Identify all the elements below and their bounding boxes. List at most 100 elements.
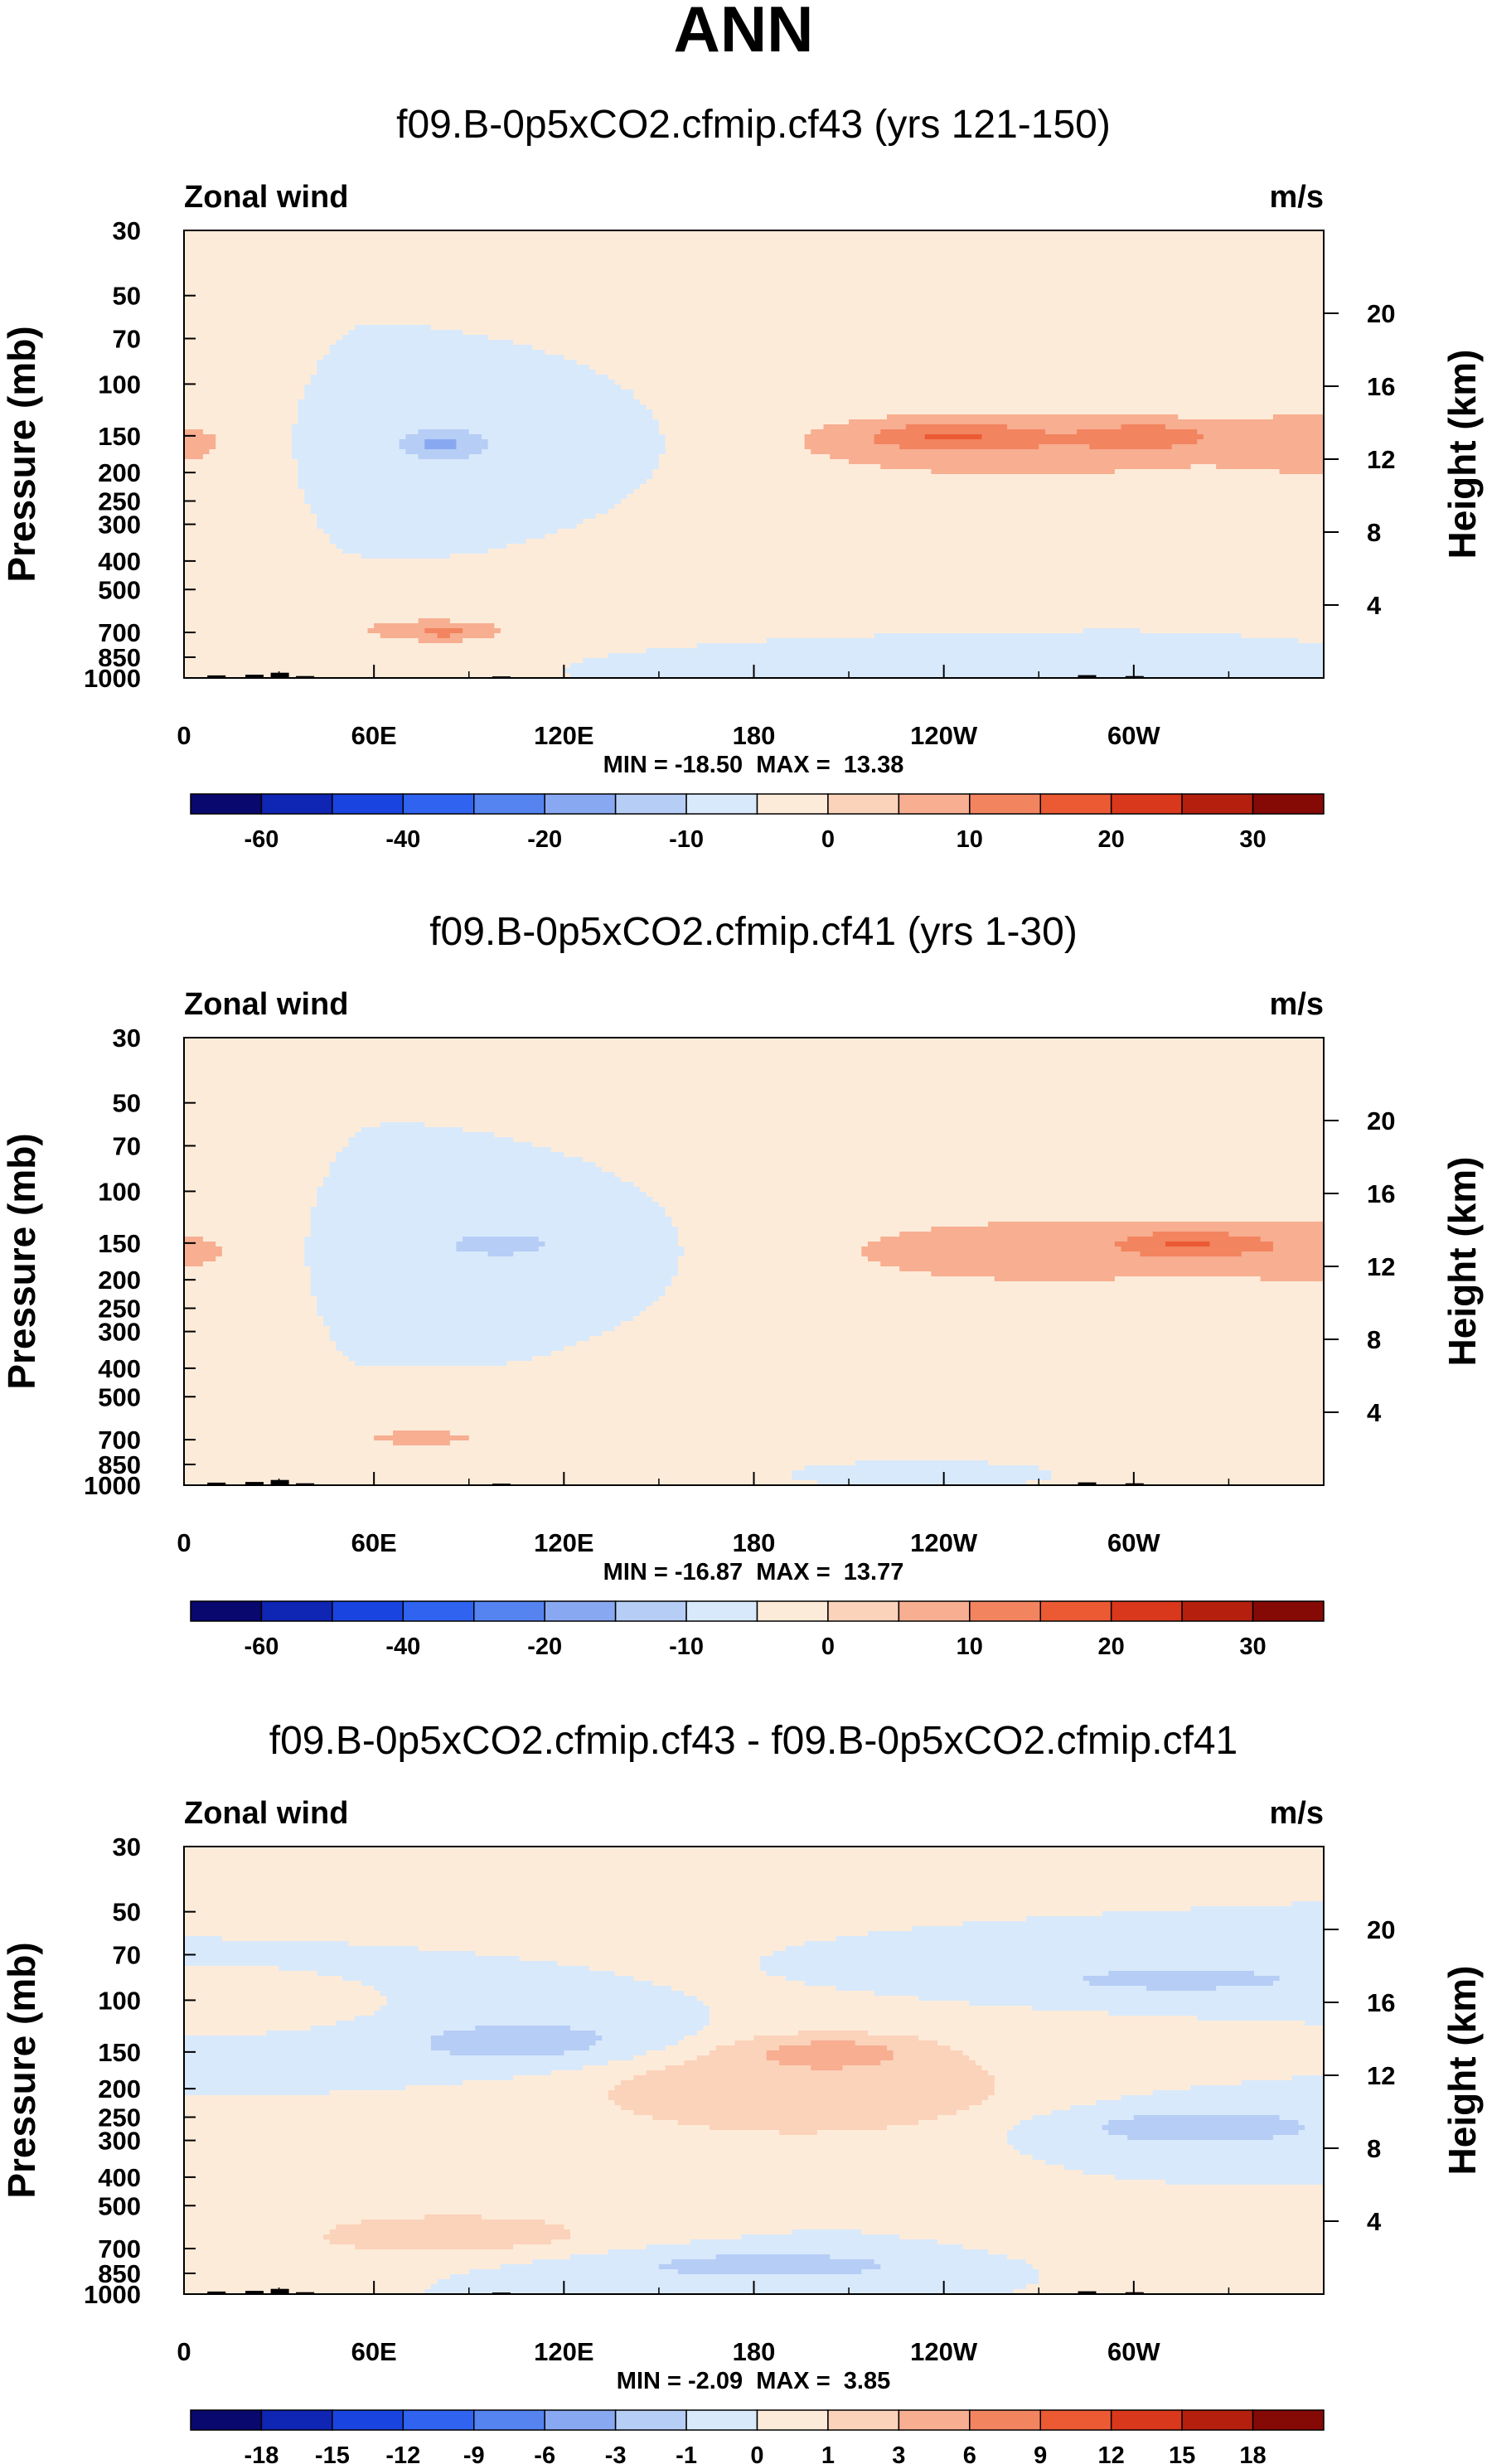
terrain-block — [270, 672, 289, 678]
contour-cell — [184, 1386, 1325, 1392]
contour-field — [184, 1847, 1325, 2295]
contour-cell — [184, 365, 318, 370]
contour-cell — [665, 1207, 1325, 1213]
contour-cell — [487, 1251, 514, 1257]
contour-cell — [696, 2055, 768, 2061]
contour-cell — [184, 1082, 1325, 1088]
contour-cell — [855, 2040, 938, 2046]
contour-cell — [804, 1981, 1090, 1987]
contour-cell — [184, 2234, 324, 2240]
contour-cell — [184, 1886, 1325, 1892]
stats-text: MIN = -18.50 MAX = 13.38 — [603, 752, 904, 778]
contour-cell — [918, 2036, 1325, 2041]
contour-cell — [386, 1996, 698, 2002]
contour-cell — [184, 539, 331, 545]
contour-cell — [184, 2229, 331, 2235]
contour-field — [184, 1038, 1325, 1486]
contour-cell — [184, 484, 299, 490]
contour-cell — [589, 2045, 666, 2051]
contour-cell — [1007, 2254, 1325, 2260]
contour-cell — [317, 370, 597, 375]
contour-cell — [304, 395, 634, 400]
y-tick-label: 700 — [98, 618, 141, 647]
contour-cell — [1197, 2016, 1325, 2021]
contour-cell — [184, 1102, 1325, 1108]
contour-cell — [830, 454, 1325, 460]
contour-cell — [298, 409, 653, 415]
contour-cell — [1127, 2135, 1274, 2141]
contour-cell — [487, 335, 1325, 341]
contour-cell — [513, 1137, 1325, 1143]
contour-cell — [545, 350, 1325, 356]
contour-cell — [329, 1336, 590, 1342]
contour-cell — [975, 2060, 1325, 2066]
contour-cell — [184, 2040, 432, 2046]
contour-cell — [1044, 429, 1078, 435]
contour-cell — [323, 2234, 571, 2240]
contour-cell — [374, 2011, 710, 2016]
contour-cell — [184, 295, 1325, 301]
contour-cell — [184, 603, 1325, 609]
contour-cell — [665, 449, 811, 455]
contour-cell — [329, 1331, 603, 1337]
contour-cell — [317, 360, 578, 365]
panel-title: f09.B-0p5xCO2.cfmip.cf43 - f09.B-0p5xCO2… — [269, 1719, 1238, 1763]
contour-cell — [184, 2254, 571, 2260]
contour-cell — [298, 419, 660, 425]
contour-cell — [184, 2210, 1325, 2215]
y-tick-label: 200 — [98, 1266, 141, 1295]
colorbar-label: 12 — [1098, 2442, 1125, 2464]
contour-cell — [184, 380, 312, 385]
contour-cell — [602, 1167, 1325, 1173]
terrain-block — [207, 1482, 226, 1485]
contour-cell — [538, 1247, 685, 1252]
contour-cell — [304, 1237, 463, 1242]
contour-cell — [184, 2215, 425, 2220]
contour-cell — [304, 1247, 458, 1252]
contour-cell — [184, 598, 1325, 604]
contour-cell — [184, 1871, 1325, 1877]
contour-cell — [341, 549, 489, 554]
contour-cell — [1121, 424, 1166, 430]
contour-cell — [633, 1976, 787, 1982]
contour-cell — [886, 2125, 1015, 2131]
contour-cell — [184, 2125, 710, 2131]
contour-cell — [184, 638, 419, 644]
contour-cell — [614, 1971, 768, 1977]
contour-cell — [202, 429, 293, 435]
contour-cell — [361, 2220, 546, 2225]
contour-cell — [184, 1197, 318, 1203]
contour-cell — [830, 2254, 1008, 2260]
contour-cell — [184, 1077, 1325, 1083]
contour-cell — [184, 2031, 267, 2036]
contour-cell — [494, 1132, 1325, 1138]
colorbar-label: -20 — [527, 1634, 562, 1660]
contour-cell — [684, 1247, 862, 1252]
contour-cell — [341, 1976, 634, 1982]
contour-cell — [1096, 2100, 1325, 2106]
contour-cell — [310, 504, 616, 510]
contour-cell — [564, 355, 1325, 361]
contour-cell — [184, 1426, 1325, 1431]
contour-cell — [804, 434, 875, 440]
contour-cell — [184, 1480, 818, 1486]
contour-cell — [184, 360, 318, 365]
contour-cell — [741, 2234, 900, 2240]
contour-cell — [1089, 444, 1173, 450]
colorbar-label: -9 — [463, 2442, 485, 2464]
y-tick-label: 200 — [98, 458, 141, 487]
height-tick-label: 20 — [1367, 299, 1395, 328]
contour-cell — [184, 1961, 559, 1967]
contour-cell — [532, 1356, 1325, 1362]
contour-cell — [1305, 2125, 1325, 2131]
terrain-block — [296, 2292, 315, 2294]
contour-cell — [633, 1316, 1325, 1322]
contour-cell — [658, 2264, 881, 2270]
contour-cell — [304, 1242, 458, 1247]
x-tick-label: 60E — [351, 1528, 397, 1557]
contour-cell — [424, 444, 458, 450]
y-tick-label: 400 — [98, 547, 141, 576]
contour-cell — [184, 2220, 362, 2225]
contour-cell — [184, 1063, 1325, 1068]
colorbar-label: 18 — [1239, 2442, 1266, 2464]
